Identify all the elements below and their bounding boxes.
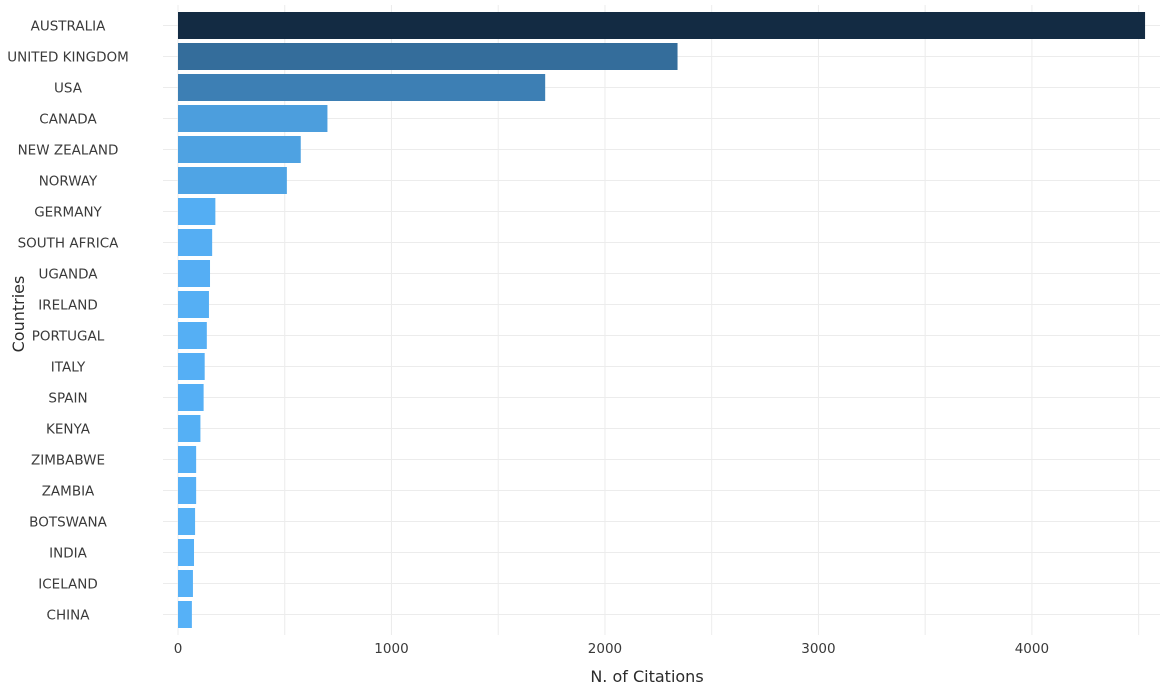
bar [178, 105, 328, 132]
y-tick-label: UNITED KINGDOM [7, 50, 129, 66]
y-tick-label: PORTUGAL [32, 329, 105, 345]
bar [178, 260, 211, 287]
bar [178, 508, 196, 535]
bar [178, 198, 216, 225]
y-tick-label: KENYA [46, 422, 91, 438]
y-tick-label: USA [54, 81, 83, 97]
y-tick-label: ITALY [51, 360, 86, 376]
x-tick-label: 3000 [801, 641, 835, 657]
bar [178, 291, 209, 318]
y-tick-label: IRELAND [38, 298, 97, 314]
bar [178, 539, 195, 566]
bar [178, 477, 197, 504]
x-tick-label: 4000 [1015, 641, 1049, 657]
bar [178, 570, 193, 597]
bar [178, 229, 213, 256]
y-tick-label: ZAMBIA [42, 484, 95, 500]
y-tick-label: UGANDA [38, 267, 98, 283]
x-tick-label: 0 [174, 641, 183, 657]
bar [178, 446, 197, 473]
y-tick-label: SPAIN [48, 391, 87, 407]
bar [178, 353, 205, 380]
bar [178, 415, 201, 442]
bar [178, 384, 204, 411]
y-tick-label: NORWAY [39, 174, 98, 190]
bars [178, 12, 1146, 628]
bar [178, 43, 678, 70]
y-axis-title: Countries [9, 276, 28, 353]
y-tick-label: NEW ZEALAND [18, 143, 119, 159]
y-tick-label: SOUTH AFRICA [18, 236, 120, 252]
bar [178, 136, 301, 163]
y-axis-tick-labels: AUSTRALIA UNITED KINGDOM USA CANADA NEW ZEAL… [7, 19, 129, 624]
bar [178, 167, 287, 194]
x-tick-label: 2000 [588, 641, 622, 657]
y-tick-label: CHINA [47, 608, 91, 624]
y-tick-label: BOTSWANA [29, 515, 107, 531]
x-axis-title: N. of Citations [590, 667, 703, 686]
y-tick-label: GERMANY [34, 205, 102, 221]
bar [178, 74, 546, 101]
y-tick-label: INDIA [49, 546, 87, 562]
bar [178, 601, 192, 628]
y-tick-label: AUSTRALIA [31, 19, 107, 35]
y-tick-label: ZIMBABWE [31, 453, 105, 469]
x-tick-label: 1000 [374, 641, 408, 657]
bar [178, 322, 207, 349]
x-axis-tick-labels: 0 1000 2000 3000 4000 [174, 641, 1049, 657]
bar [178, 12, 1146, 39]
y-tick-label: ICELAND [38, 577, 98, 593]
y-tick-label: CANADA [39, 112, 97, 128]
